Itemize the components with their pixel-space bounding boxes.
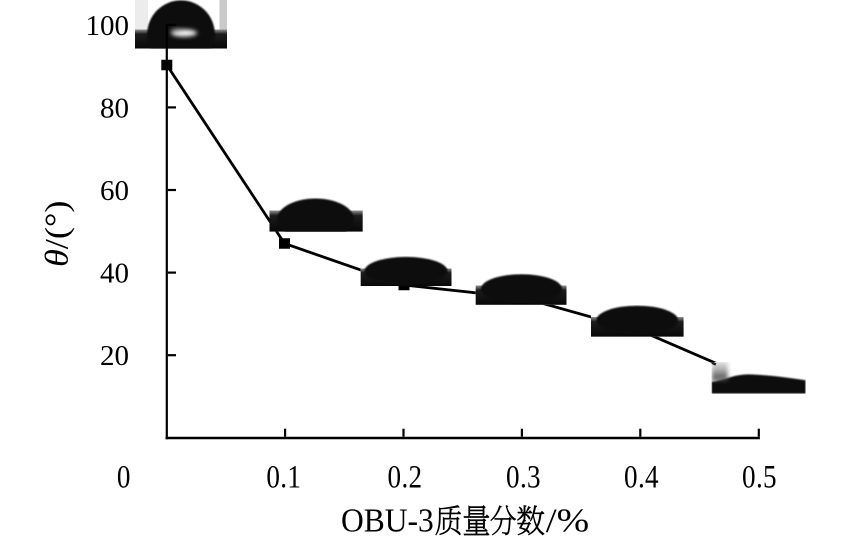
svg-text:0.1: 0.1: [266, 459, 301, 495]
svg-text:0: 0: [117, 459, 131, 495]
svg-text:40: 40: [100, 258, 129, 290]
svg-text:OBU-3: OBU-3: [341, 502, 434, 539]
svg-text:100: 100: [86, 10, 130, 42]
svg-text:80: 80: [100, 92, 129, 124]
svg-text:0.5: 0.5: [742, 459, 777, 495]
svg-text:θ/(°): θ/(°): [40, 201, 76, 267]
svg-text:60: 60: [100, 175, 129, 207]
svg-text:0.3: 0.3: [506, 459, 541, 495]
svg-text:0.2: 0.2: [388, 459, 423, 495]
svg-text:/%: /%: [546, 502, 589, 539]
svg-text:0.4: 0.4: [624, 459, 659, 495]
svg-text:20: 20: [100, 340, 129, 372]
